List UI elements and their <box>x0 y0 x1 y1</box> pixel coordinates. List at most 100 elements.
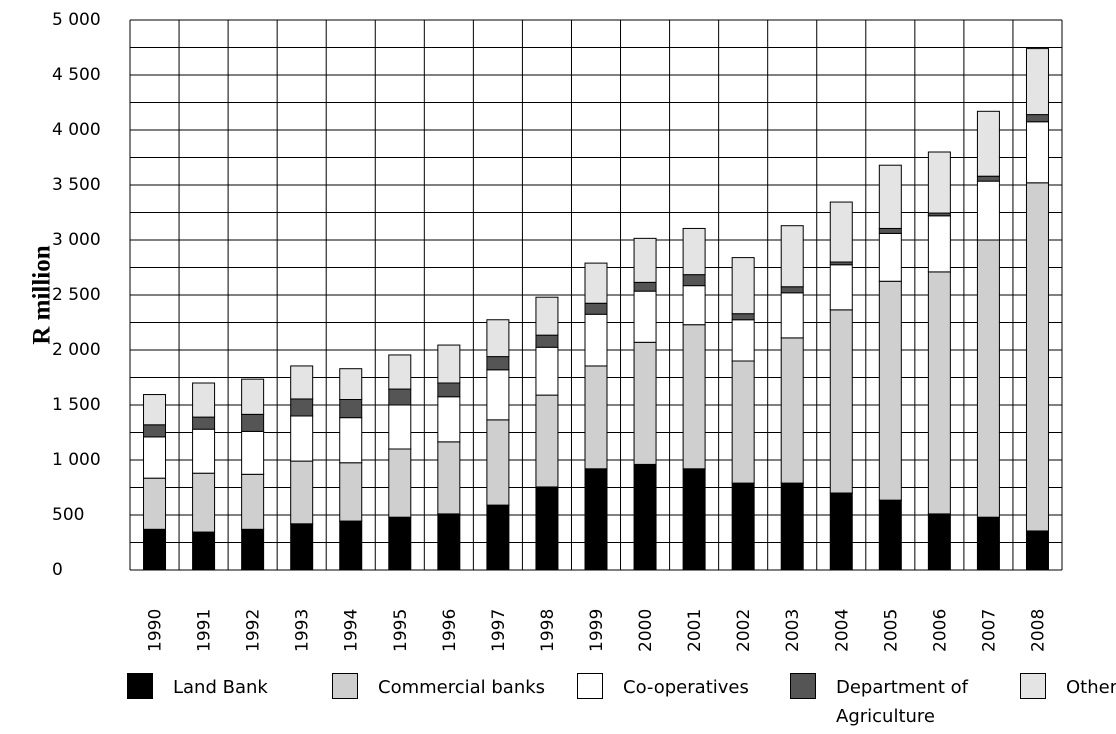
bar-segment <box>927 513 951 571</box>
bar-segment <box>486 419 510 506</box>
x-tick-label: 2000 <box>636 609 656 652</box>
bar-segment <box>976 180 1000 241</box>
y-tick-label: 4 000 <box>52 120 101 140</box>
bar-segment <box>241 413 265 432</box>
legend-item: Commercial banks <box>332 673 545 702</box>
bar-segment <box>633 237 657 283</box>
y-tick-label: 0 <box>52 560 63 580</box>
legend-swatch <box>790 673 816 699</box>
bar-segment <box>633 281 657 292</box>
bar-segment <box>241 473 265 530</box>
bar-segment <box>633 341 657 465</box>
bar-segment <box>437 441 461 515</box>
legend-label: Commercial banks <box>378 677 546 698</box>
bar-segment <box>682 285 706 326</box>
x-tick-label: 1998 <box>538 609 558 652</box>
bar-segment <box>486 369 510 421</box>
bar-segment <box>829 264 853 311</box>
bar-segment <box>192 382 216 418</box>
bar-segment <box>437 513 461 571</box>
bar-segment <box>241 528 265 571</box>
bar-segment <box>829 492 853 571</box>
x-tick-label: 2003 <box>783 609 803 652</box>
bar-segment <box>535 394 559 488</box>
bar-segment <box>976 516 1000 571</box>
bar-segment <box>241 378 265 415</box>
x-tick-label: 2007 <box>979 609 999 652</box>
bar-segment <box>535 334 559 348</box>
bar-segment <box>829 309 853 494</box>
legend-label: Other <box>1066 677 1116 698</box>
bar-segment <box>339 368 363 401</box>
legend-swatch <box>127 673 153 699</box>
bar-segment <box>780 337 804 484</box>
bar-segment <box>584 365 608 470</box>
bar-segment <box>192 472 216 533</box>
x-tick-label: 1991 <box>195 609 215 652</box>
bar-segment <box>486 356 510 371</box>
bar-segment <box>1025 121 1049 184</box>
bar-segment <box>682 227 706 276</box>
bar-segment <box>633 290 657 343</box>
bar-segment <box>829 201 853 263</box>
chart-area: R million 0 500 1 000 1 500 2 000 2 500 3 000 3… <box>29 10 1063 652</box>
bar-segment <box>388 388 412 406</box>
legend-swatch <box>1020 673 1046 699</box>
bar-segment <box>878 164 902 229</box>
bar-segment <box>1025 48 1049 116</box>
bar-segment <box>731 319 755 362</box>
bar-segment <box>388 516 412 571</box>
x-tick-label: 1994 <box>342 609 362 652</box>
bar-segment <box>339 417 363 464</box>
y-tick-label: 500 <box>52 505 84 525</box>
y-tick-label: 3 500 <box>52 175 101 195</box>
y-tick-label: 5 000 <box>52 10 101 30</box>
bar-segment <box>682 324 706 470</box>
x-tick-label: 1996 <box>440 609 460 652</box>
bar-segment <box>388 404 412 450</box>
bar-segment <box>633 463 657 571</box>
bar-segment <box>339 462 363 522</box>
bar-segment <box>535 486 559 571</box>
bar-segment <box>192 428 216 474</box>
legend-swatch <box>577 673 603 699</box>
x-tick-label: 1990 <box>146 609 166 652</box>
bar-segment <box>584 302 608 315</box>
bar-segment <box>878 227 902 234</box>
bar-segment <box>437 396 461 443</box>
bar-segment <box>878 499 902 571</box>
bar-segment <box>143 436 167 479</box>
bar-segment <box>780 292 804 339</box>
bar-segment <box>780 286 804 294</box>
bar-segment <box>339 399 363 419</box>
bar-segment <box>290 415 314 462</box>
y-tick-label: 1 000 <box>52 450 101 470</box>
bar-segment <box>1025 114 1049 123</box>
bar-segment <box>1025 530 1049 571</box>
bar-segment <box>388 354 412 390</box>
bar-segment <box>927 271 951 515</box>
bar-segment <box>584 468 608 571</box>
bar-segment <box>290 398 314 417</box>
bar-segment <box>192 531 216 571</box>
bar-segment <box>437 344 461 384</box>
x-tick-label: 1995 <box>391 609 411 652</box>
bar-segment <box>878 280 902 501</box>
y-tick-label: 2 000 <box>52 340 101 360</box>
y-tick-label: 4 500 <box>52 65 101 85</box>
x-tick-label: 2006 <box>930 609 950 652</box>
x-tick-label: 1999 <box>587 609 607 652</box>
bar-segment <box>682 468 706 571</box>
bar-segment <box>731 313 755 321</box>
bar-segment <box>143 528 167 571</box>
x-tick-label: 2008 <box>1028 609 1048 652</box>
bar-segment <box>486 504 510 571</box>
bar-segment <box>535 296 559 336</box>
bar-segment <box>535 346 559 396</box>
bar-segment <box>290 365 314 400</box>
y-tick-label: 2 500 <box>52 285 101 305</box>
legend-label: Co-operatives <box>623 677 749 698</box>
bar-segment <box>143 424 167 438</box>
x-tick-label: 1997 <box>489 609 509 652</box>
